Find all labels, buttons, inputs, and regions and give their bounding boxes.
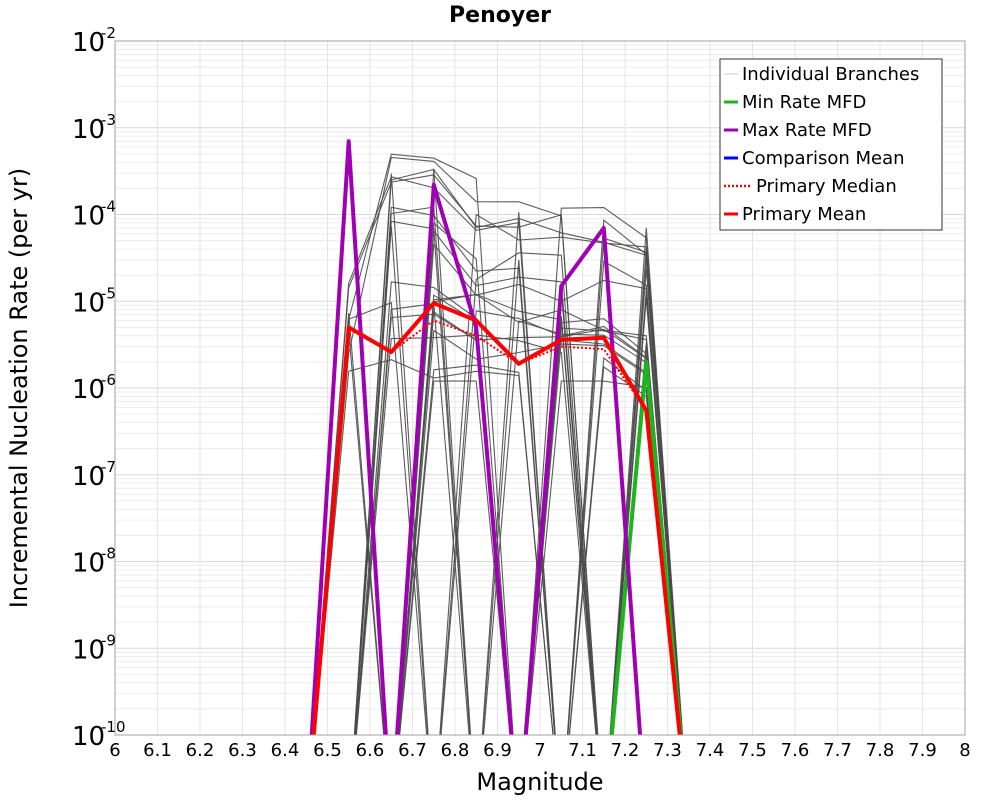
- y-tick-label: 10: [72, 549, 105, 579]
- x-tick-label: 6.5: [313, 740, 342, 761]
- x-tick-label: 7.6: [781, 740, 810, 761]
- x-tick-label: 8: [959, 740, 970, 761]
- y-tick-label: 10: [72, 202, 105, 232]
- legend: Individual Branches Min Rate MFD Max Rate …: [719, 58, 943, 231]
- series-lines: [309, 139, 683, 735]
- x-tick-label: 7: [534, 740, 545, 761]
- x-tick-label: 6.7: [398, 740, 427, 761]
- branch-line: [354, 220, 683, 735]
- plot-frame: [114, 40, 966, 736]
- y-tick-label: 10: [72, 288, 105, 318]
- legend-label: Primary Mean: [742, 204, 866, 225]
- y-tick-exponent: -5: [101, 284, 116, 302]
- branch-line: [398, 329, 682, 735]
- x-tick-label: 6.4: [271, 740, 300, 761]
- branch-line: [313, 153, 683, 735]
- x-tick-label: 7.4: [696, 740, 725, 761]
- x-tick-label: 6: [109, 740, 120, 761]
- y-tick-exponent: -7: [101, 458, 116, 476]
- series-primary-mean: [311, 301, 682, 735]
- branch-line: [397, 243, 683, 735]
- x-tick-label: 6.1: [143, 740, 172, 761]
- y-tick-exponent: -9: [101, 631, 116, 649]
- x-tick-label: 6.3: [228, 740, 257, 761]
- legend-label: Individual Branches: [742, 64, 919, 85]
- y-tick-exponent: -6: [101, 371, 116, 389]
- x-tick-label: 7.5: [738, 740, 767, 761]
- x-tick-label: 7.9: [908, 740, 937, 761]
- x-tick-label: 7.2: [611, 740, 640, 761]
- y-tick-label: 10: [72, 462, 105, 492]
- x-tick-label: 6.6: [356, 740, 385, 761]
- x-tick-label: 6.9: [483, 740, 512, 761]
- y-tick-exponent: -3: [101, 111, 116, 129]
- y-tick-label: 10: [72, 28, 105, 58]
- y-tick-labels: 10-210-310-410-510-610-710-810-910-10: [72, 24, 126, 752]
- legend-label: Max Rate MFD: [742, 120, 872, 141]
- branch-line: [399, 380, 681, 735]
- x-axis-label: Magnitude: [476, 768, 603, 796]
- x-tick-label: 7.1: [568, 740, 597, 761]
- y-axis-label: Incremental Nucleation Rate (per yr): [5, 168, 33, 608]
- branch-line: [313, 301, 682, 735]
- x-tick-labels: 6 6.1 6.2 6.3 6.4 6.5 6.6 6.7 6.8 6.9 7 7.1 7.2 7.3 7.…: [109, 740, 970, 761]
- series-min-rate-mfd: [609, 359, 683, 735]
- legend-label: Min Rate MFD: [742, 92, 866, 113]
- y-tick-exponent: -2: [101, 24, 116, 42]
- y-tick-exponent: -10: [101, 718, 126, 736]
- x-tick-label: 6.8: [441, 740, 470, 761]
- y-tick-exponent: -8: [101, 545, 116, 563]
- y-tick-label: 10: [72, 722, 105, 752]
- x-tick-label: 7.3: [653, 740, 682, 761]
- x-tick-label: 6.2: [186, 740, 215, 761]
- branch-line: [397, 294, 682, 735]
- chart-title: Penoyer: [449, 3, 551, 28]
- legend-box: [719, 58, 943, 231]
- x-tick-label: 7.7: [823, 740, 852, 761]
- y-tick-exponent: -4: [101, 198, 116, 216]
- y-tick-label: 10: [72, 635, 105, 665]
- branch-line: [355, 303, 682, 735]
- branch-line: [398, 364, 681, 735]
- branch-line: [397, 311, 682, 735]
- series-max-rate-mfd: [309, 139, 643, 735]
- x-tick-label: 7.8: [866, 740, 895, 761]
- legend-label: Primary Median: [756, 176, 897, 197]
- legend-label: Comparison Mean: [742, 148, 905, 169]
- y-tick-label: 10: [72, 115, 105, 145]
- y-tick-label: 10: [72, 375, 105, 405]
